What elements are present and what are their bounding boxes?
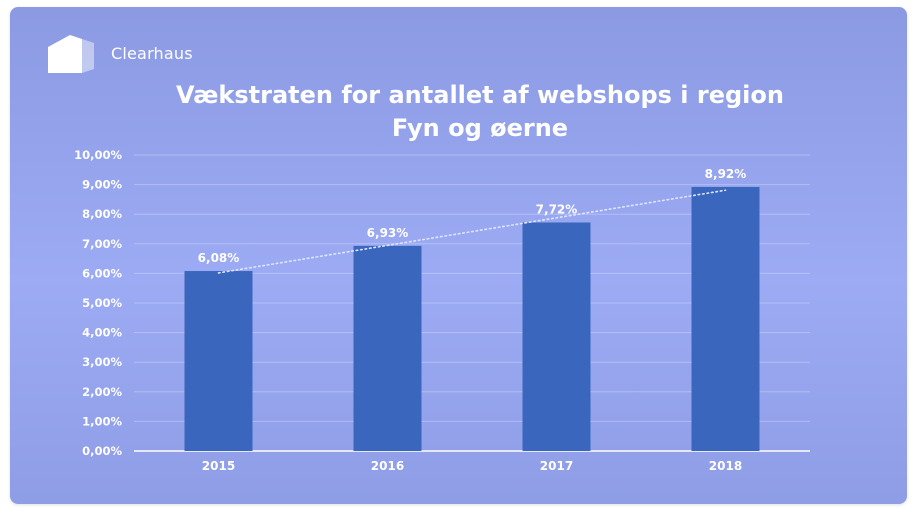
bar (184, 271, 253, 451)
y-tick-label: 2,00% (82, 385, 122, 399)
y-tick-label: 6,00% (82, 266, 122, 280)
x-tick-label: 2015 (202, 459, 235, 473)
y-tick-label: 4,00% (82, 326, 122, 340)
bar (691, 186, 760, 451)
data-label: 6,08% (198, 251, 240, 265)
clearhaus-logo-icon (48, 35, 94, 73)
y-tick-label: 8,00% (82, 207, 122, 221)
bar (522, 222, 591, 451)
trendline (217, 189, 727, 274)
y-tick-label: 10,00% (74, 148, 122, 162)
y-tick-label: 7,00% (82, 237, 122, 251)
y-tick-label: 0,00% (82, 444, 122, 458)
chart-title-line-2: Fyn og øerne (391, 114, 569, 142)
data-label: 8,92% (705, 167, 747, 181)
x-tick-label: 2017 (540, 459, 573, 473)
data-label: 6,93% (367, 226, 409, 240)
data-label: 7,72% (536, 202, 578, 216)
y-tick-label: 5,00% (82, 296, 122, 310)
x-tick-label: 2018 (709, 459, 742, 473)
brand-name: Clearhaus (111, 44, 193, 63)
y-tick-label: 9,00% (82, 178, 122, 192)
chart-title-line-1: Vækstraten for antallet af webshops i re… (176, 81, 784, 109)
bar (353, 245, 422, 451)
x-tick-label: 2016 (371, 459, 404, 473)
y-tick-label: 3,00% (82, 355, 122, 369)
y-tick-label: 1,00% (82, 414, 122, 428)
